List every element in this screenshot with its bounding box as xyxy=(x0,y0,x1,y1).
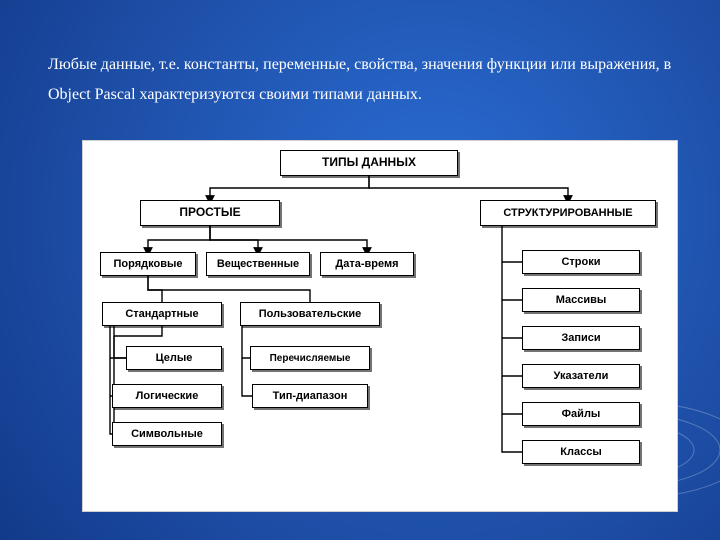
intro-paragraph: Любые данные, т.е. константы, переменные… xyxy=(48,50,692,111)
node-ordinal: Порядковые xyxy=(100,252,196,276)
node-files: Файлы xyxy=(522,402,640,426)
node-real: Вещественные xyxy=(206,252,310,276)
node-std: Стандартные xyxy=(102,302,222,326)
types-diagram: ТИПЫ ДАННЫХ ПРОСТЫЕ СТРУКТУРИРОВАННЫЕ По… xyxy=(82,140,678,512)
node-strings: Строки xyxy=(522,250,640,274)
node-range: Тип-диапазон xyxy=(252,384,368,408)
node-records: Записи xyxy=(522,326,640,350)
node-int: Целые xyxy=(126,346,222,370)
node-user: Пользовательские xyxy=(240,302,380,326)
node-char: Символьные xyxy=(112,422,222,446)
diagram-panel: ТИПЫ ДАННЫХ ПРОСТЫЕ СТРУКТУРИРОВАННЫЕ По… xyxy=(82,140,678,512)
node-enum: Перечисляемые xyxy=(250,346,370,370)
node-arrays: Массивы xyxy=(522,288,640,312)
node-datetime: Дата-время xyxy=(320,252,414,276)
node-pointers: Указатели xyxy=(522,364,640,388)
node-classes: Классы xyxy=(522,440,640,464)
node-root: ТИПЫ ДАННЫХ xyxy=(280,150,458,176)
node-simple: ПРОСТЫЕ xyxy=(140,200,280,226)
node-bool: Логические xyxy=(112,384,222,408)
node-struct: СТРУКТУРИРОВАННЫЕ xyxy=(480,200,656,226)
